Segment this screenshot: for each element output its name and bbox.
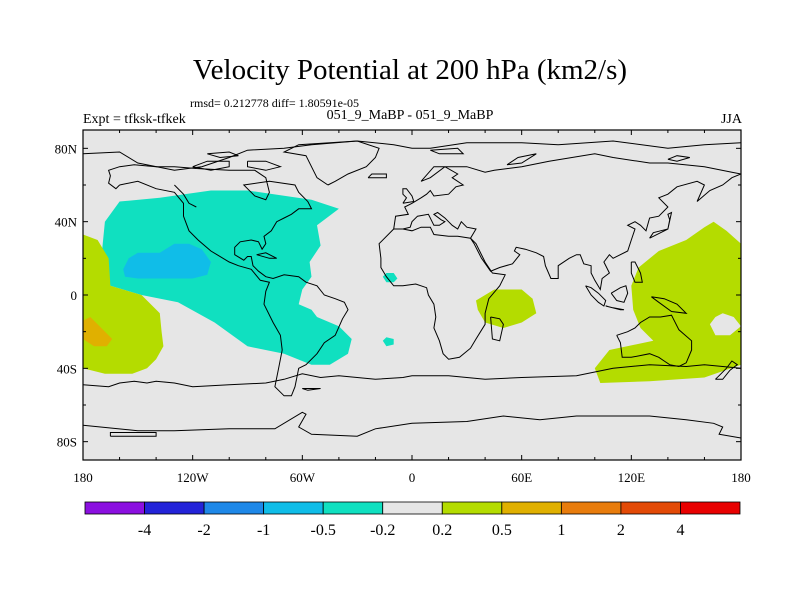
coastline-segment: [630, 261, 643, 283]
x-tick-label: 0: [409, 470, 416, 485]
coastline-segment: [378, 226, 506, 360]
x-tick-label: 120E: [618, 470, 646, 485]
colorbar-label: -0.2: [370, 522, 395, 539]
coastline-segment: [402, 173, 741, 291]
coastline-segment: [83, 140, 741, 171]
coastline-segment: [207, 151, 239, 159]
contour-region-north-pacific-atlantic-low: [97, 190, 352, 365]
coastline-segment: [192, 160, 230, 171]
contour-region-south-atlantic-cell: [382, 337, 394, 347]
y-tick-label: 0: [71, 288, 78, 303]
coastline-segment: [107, 164, 349, 397]
coastline-segment: [610, 285, 629, 303]
x-tick-label: 120W: [177, 470, 210, 485]
coastline-segment: [83, 364, 741, 388]
colorbar-swatch: [620, 501, 681, 515]
coastline-segment: [667, 155, 690, 162]
contour-region-west-africa-cell: [382, 273, 398, 283]
y-tick-label: 80N: [55, 141, 78, 156]
coastline-segment: [302, 388, 321, 391]
coastline-segment: [393, 153, 741, 230]
x-tick-label: 180: [73, 470, 93, 485]
colorbar-label: -2: [197, 522, 210, 539]
season-label: JJA: [720, 112, 742, 127]
colorbar-swatch: [382, 501, 443, 515]
coastline-segment: [430, 147, 465, 155]
y-tick-label: 80S: [57, 435, 77, 450]
coastline-segment: [247, 160, 283, 171]
coastline-segment: [174, 184, 197, 208]
coastline-segment: [649, 211, 673, 239]
contour-region-dateline-maximum: [83, 317, 113, 347]
colorbar-swatch: [322, 501, 384, 515]
colorbar-swatch: [560, 501, 622, 515]
colorbar-label: 2: [617, 522, 625, 539]
coastline-segment: [402, 188, 415, 204]
x-tick-label: 60E: [511, 470, 532, 485]
coastline-segment: [256, 252, 277, 259]
colorbar-swatch: [203, 501, 265, 515]
map-layers: [83, 140, 741, 439]
y-tick-label: 40S: [57, 361, 77, 376]
coastline-segment: [506, 153, 537, 166]
contour-region-west-pacific-positive: [594, 221, 741, 383]
colorbar-swatch: [501, 501, 562, 515]
coastline-segment: [109, 432, 157, 437]
coastline-segment: [585, 285, 607, 307]
contour-region-east-pacific-minimum: [123, 243, 211, 279]
coastline-segment: [616, 314, 693, 368]
colorbar-swatch: [680, 501, 741, 515]
colorbar-swatch: [144, 501, 205, 515]
colorbar-label: -4: [138, 522, 151, 539]
coastline-segment: [83, 411, 741, 439]
colorbar-label: 0.2: [432, 522, 452, 539]
y-tick-label: 40N: [55, 215, 78, 230]
coastline-segment: [490, 316, 504, 342]
coastline-segment: [367, 173, 387, 179]
coastline-segment: [715, 360, 739, 380]
colorbar-swatch: [441, 501, 503, 515]
coastline-segment: [651, 296, 688, 314]
experiment-label: Expt = tfksk-tfkek: [83, 112, 186, 127]
colorbar-label: 1: [557, 522, 565, 539]
chart-title: Velocity Potential at 200 hPa (km2/s): [192, 54, 628, 86]
colorbar-swatch: [263, 501, 324, 515]
x-tick-label: 60W: [290, 470, 316, 485]
run-comparison-label: 051_9_MaBP - 051_9_MaBP: [326, 108, 494, 123]
contour-hole-south-pacific-gap: [709, 313, 741, 336]
rmsd-diff-stats: rmsd= 0.212778 diff= 1.80591e-05: [190, 96, 359, 110]
colorbar-label: -1: [257, 522, 270, 539]
coastline-segment: [282, 140, 380, 186]
colorbar-label: 4: [676, 522, 684, 539]
colorbar: -4 -2 -1 -0.5 -0.2 0.2 0.5 1 2 4: [84, 501, 741, 539]
colorbar-label: -0.5: [311, 522, 336, 539]
colorbar-swatch: [84, 501, 145, 515]
x-tick-label: 180: [731, 470, 751, 485]
colorbar-label: 0.5: [492, 522, 512, 539]
coastline-segment: [605, 305, 625, 311]
